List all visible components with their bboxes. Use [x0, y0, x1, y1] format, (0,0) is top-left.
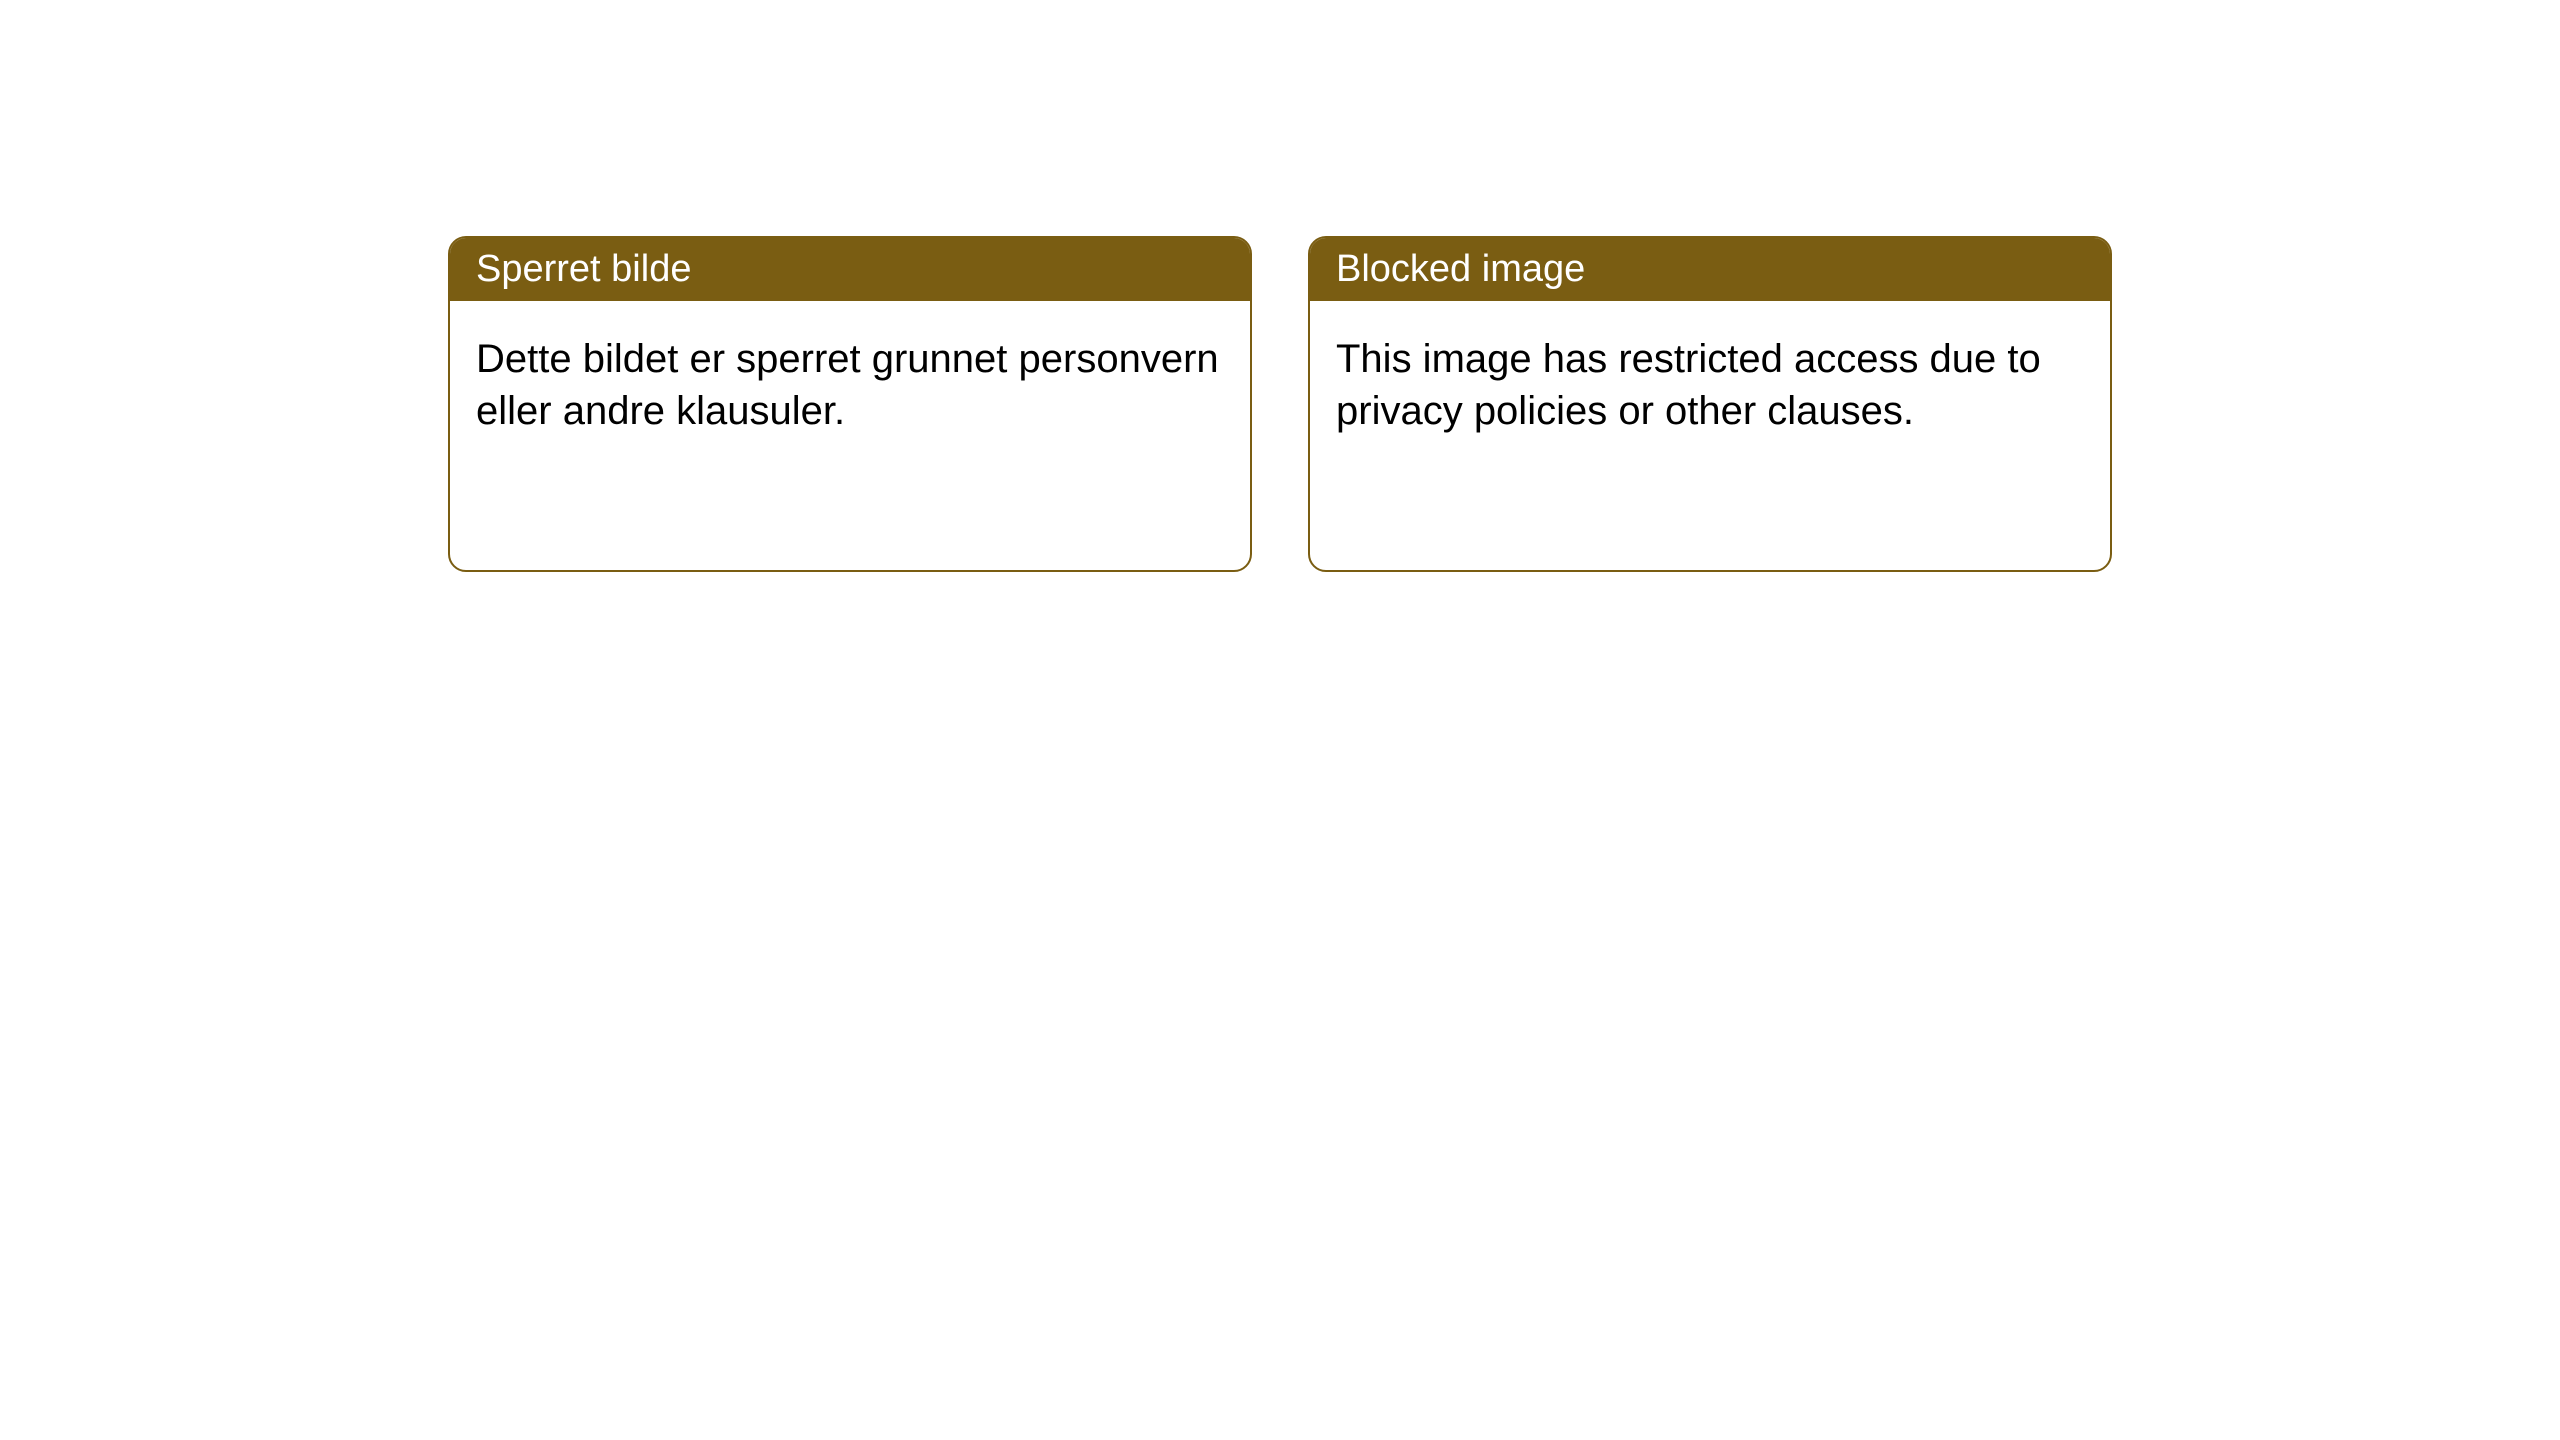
notice-container: Sperret bilde Dette bildet er sperret gr… — [0, 0, 2560, 572]
notice-card-english: Blocked image This image has restricted … — [1308, 236, 2112, 572]
notice-header-norwegian: Sperret bilde — [450, 238, 1250, 301]
notice-body-norwegian: Dette bildet er sperret grunnet personve… — [450, 301, 1250, 469]
notice-card-norwegian: Sperret bilde Dette bildet er sperret gr… — [448, 236, 1252, 572]
notice-body-english: This image has restricted access due to … — [1310, 301, 2110, 469]
notice-header-english: Blocked image — [1310, 238, 2110, 301]
